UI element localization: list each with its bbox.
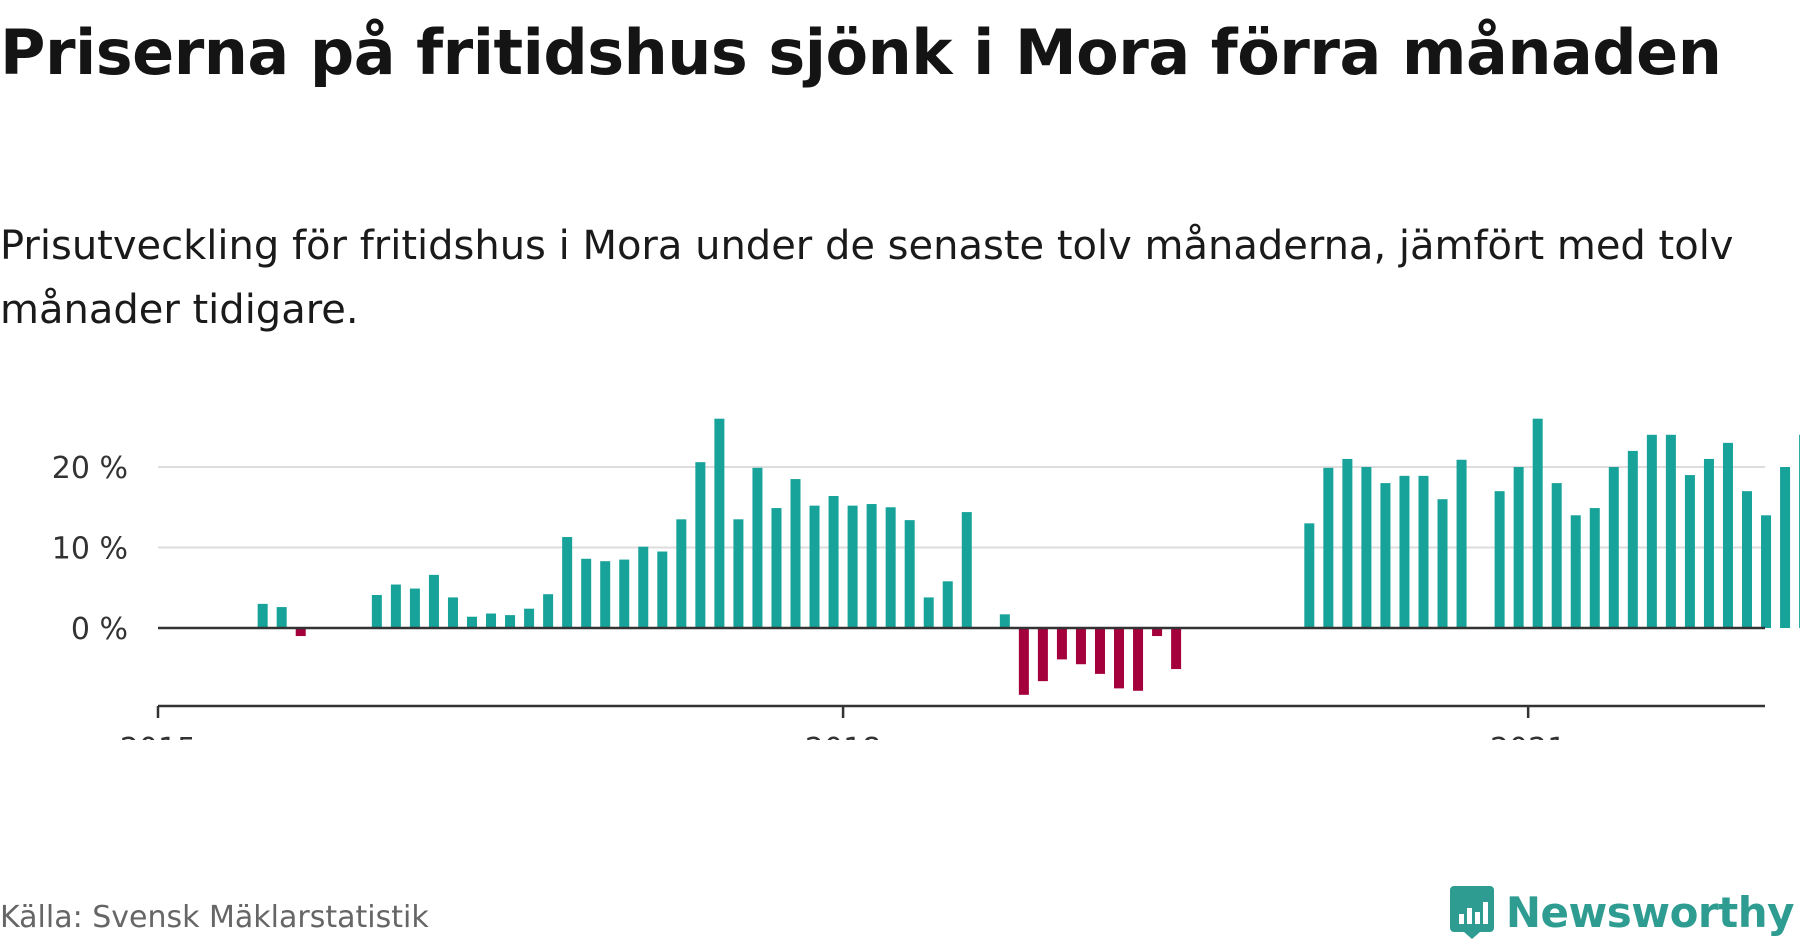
bar <box>752 467 763 628</box>
x-tick-label: 2018 <box>805 732 881 740</box>
bar <box>1570 515 1581 628</box>
bar <box>1037 628 1048 682</box>
bar <box>1665 434 1676 628</box>
bar <box>923 597 934 628</box>
bar <box>1152 628 1163 637</box>
x-tick-label: 2015 <box>120 732 196 740</box>
bar <box>885 507 896 628</box>
brand-name: Newsworthy <box>1505 887 1795 937</box>
bar <box>1456 459 1467 628</box>
bar <box>771 508 782 628</box>
bar <box>619 559 630 628</box>
bar <box>1646 434 1657 628</box>
bar <box>1608 467 1619 628</box>
bar <box>1703 458 1714 628</box>
bar <box>1437 499 1448 628</box>
y-tick-label: 0 % <box>71 612 128 647</box>
bar <box>1551 483 1562 628</box>
bar <box>961 512 972 628</box>
bar <box>695 462 706 628</box>
bar <box>714 418 725 628</box>
bar <box>1513 467 1524 628</box>
bar <box>1494 491 1505 628</box>
bar <box>847 505 858 628</box>
y-tick-label: 20 % <box>52 451 128 486</box>
bar <box>428 574 439 628</box>
bar <box>866 504 877 628</box>
bar <box>1380 483 1391 628</box>
bar <box>1532 418 1543 628</box>
bar <box>1418 475 1429 628</box>
bar <box>828 495 839 628</box>
bar-chart: 0 %10 %20 % 2015201820212023 −3 % <box>52 418 1800 740</box>
bar <box>390 584 401 628</box>
bar <box>543 594 554 628</box>
source-note: Källa: Svensk Mäklarstatistik <box>0 900 429 935</box>
bar <box>1742 491 1753 628</box>
axes <box>158 626 1765 708</box>
x-axis-ticks: 2015201820212023 <box>120 706 1566 740</box>
bar <box>1589 508 1600 628</box>
bar <box>1323 467 1334 628</box>
bar <box>562 537 573 628</box>
bar <box>638 546 649 628</box>
bar <box>790 479 801 628</box>
x-tick-label: 2021 <box>1490 732 1566 740</box>
bar <box>1627 450 1638 628</box>
bar <box>600 561 611 628</box>
bars <box>257 418 1800 695</box>
bar <box>295 628 306 637</box>
bar <box>486 613 497 628</box>
gridlines <box>158 466 1765 549</box>
bar <box>1304 523 1315 628</box>
bar <box>257 603 268 628</box>
bar <box>904 520 915 628</box>
bar <box>409 588 420 628</box>
bar <box>1114 628 1125 689</box>
bar <box>733 519 744 628</box>
bar <box>1361 467 1372 628</box>
bar <box>1780 467 1791 628</box>
y-axis-ticks: 0 % 10 % 20 % <box>52 451 128 647</box>
bar <box>1399 475 1410 628</box>
bar <box>1171 628 1182 670</box>
bar <box>466 616 477 628</box>
bar <box>505 615 516 628</box>
bar <box>1018 628 1029 695</box>
bar <box>999 614 1010 628</box>
bar <box>1684 475 1695 628</box>
bar <box>447 597 458 628</box>
bar <box>276 607 287 628</box>
bar <box>657 551 668 628</box>
bar <box>581 558 592 628</box>
bar <box>1075 628 1086 665</box>
chart-subtitle: Prisutveckling för fritidshus i Mora und… <box>0 223 1734 333</box>
chart-title: Priserna på fritidshus sjönk i Mora förr… <box>0 16 1722 89</box>
newsworthy-logo-icon <box>1449 886 1494 939</box>
bar <box>809 505 820 628</box>
bar <box>1094 628 1105 674</box>
bar <box>371 594 382 628</box>
y-tick-label: 10 % <box>52 532 128 567</box>
bar <box>676 519 687 628</box>
brand-logo: Newsworthy <box>1448 884 1795 940</box>
bar <box>1761 515 1772 628</box>
bar <box>942 581 953 628</box>
bar <box>524 608 535 628</box>
bar <box>1722 442 1733 628</box>
bar <box>1056 628 1067 660</box>
bar <box>1133 628 1144 691</box>
bar <box>1342 458 1353 628</box>
